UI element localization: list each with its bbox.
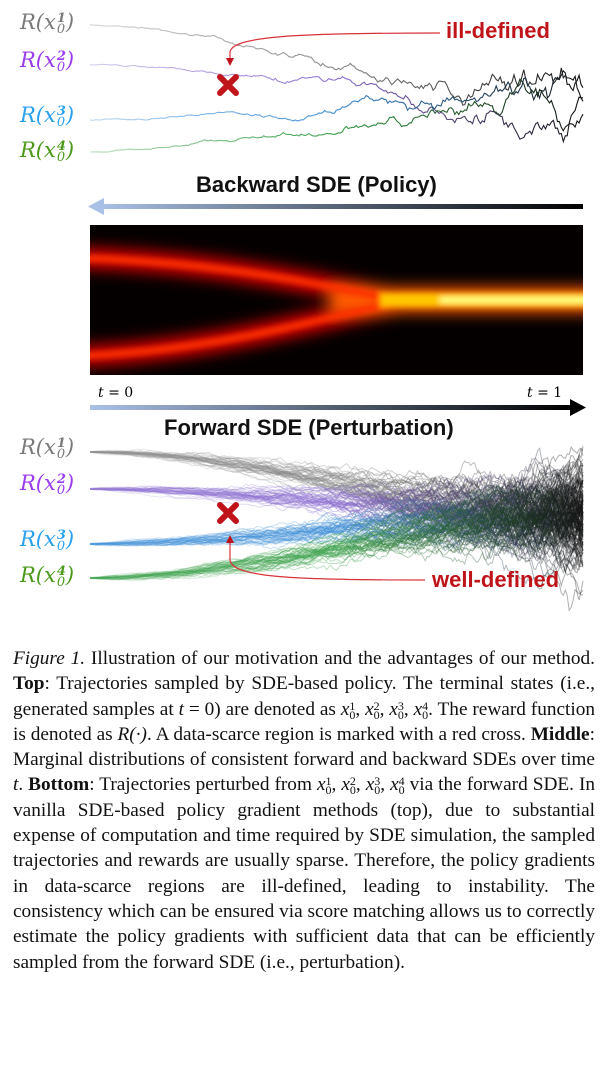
- trajectory-line: [90, 78, 584, 153]
- backward-trajectories: [89, 24, 584, 153]
- well-defined-label: well-defined: [432, 567, 560, 592]
- trajectory-line: [89, 490, 584, 580]
- ill-defined-label: ill-defined: [446, 18, 550, 43]
- arrow-head: [226, 58, 234, 66]
- bottom-reward-label-2: R(x2 0): [20, 471, 75, 498]
- trajectory-line: [89, 488, 584, 580]
- x0-list: x1 0, x2 0, x3 0, x4 0: [340, 698, 429, 722]
- trajectory-line: [89, 506, 584, 579]
- trajectory-line: [89, 478, 584, 579]
- top-reward-label-3: R(x3 0): [20, 103, 75, 130]
- bottom-reward-label-4: R(x4 0): [20, 563, 75, 590]
- arrow-head: [226, 535, 234, 543]
- trajectory-line: [89, 464, 584, 522]
- forward-arrowhead: [570, 399, 586, 416]
- forward-sde-label: Forward SDE (Perturbation): [164, 415, 454, 440]
- t1-label: t = 1: [527, 385, 563, 401]
- red-cross-icon: [217, 502, 239, 524]
- ill-defined-arrow: [229, 32, 441, 62]
- bottom-reward-label-3: R(x3 0): [20, 527, 75, 554]
- backward-sde-label: Backward SDE (Policy): [196, 172, 437, 197]
- backward-arrow: [100, 204, 583, 209]
- marginal-distribution-heatmap: [90, 225, 583, 375]
- backward-arrowhead: [88, 198, 104, 215]
- well-defined-arrow: [229, 540, 426, 581]
- trajectory-line: [90, 480, 584, 579]
- figure-graphic: [88, 24, 586, 612]
- trajectory-line: [89, 63, 584, 144]
- bottom-reward-label-1: R(x1 0): [20, 435, 75, 462]
- x0-list: x1 0, x2 0, x3 0, x4 0: [316, 774, 405, 798]
- red-cross-icon: [217, 74, 239, 96]
- trajectory-line: [89, 69, 584, 122]
- trajectory-line: [89, 24, 584, 106]
- forward-arrow: [90, 405, 570, 410]
- forward-trajectories: [89, 445, 584, 612]
- top-reward-label-4: R(x4 0): [20, 138, 75, 165]
- figure-caption: Figure 1. Illustration of our motivation…: [13, 648, 596, 973]
- top-reward-label-1: R(x1 0): [20, 10, 75, 37]
- top-reward-label-2: R(x2 0): [20, 48, 75, 75]
- t0-label: t = 0: [98, 385, 134, 401]
